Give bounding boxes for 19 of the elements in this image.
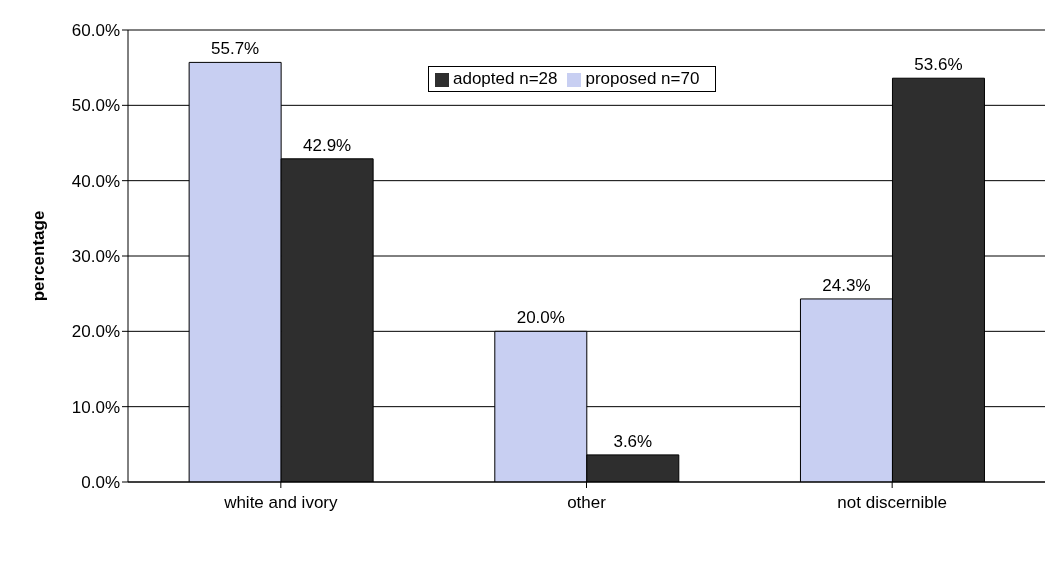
- data-label: 55.7%: [211, 39, 260, 59]
- y-tick-label: 40.0%: [71, 171, 120, 191]
- x-tick-label: white and ivory: [223, 493, 339, 513]
- data-label: 42.9%: [303, 135, 352, 155]
- data-label: 53.6%: [914, 55, 963, 75]
- y-tick-label: 60.0%: [71, 21, 120, 41]
- x-tick-label: other: [567, 493, 607, 513]
- legend-label: adopted n=28: [453, 69, 558, 88]
- y-tick-label: 30.0%: [71, 247, 120, 267]
- data-label: 3.6%: [613, 431, 653, 451]
- y-tick-label: 10.0%: [71, 397, 120, 417]
- data-label: 20.0%: [516, 308, 565, 328]
- y-tick-label: 0.0%: [81, 473, 120, 493]
- y-axis-title: percentage: [29, 210, 49, 302]
- data-label: 24.3%: [822, 275, 871, 295]
- x-tick-label: not discernible: [837, 493, 947, 513]
- y-tick-label: 50.0%: [71, 96, 120, 116]
- y-tick-label: 20.0%: [71, 322, 120, 342]
- legend-label: proposed n=70: [585, 69, 700, 88]
